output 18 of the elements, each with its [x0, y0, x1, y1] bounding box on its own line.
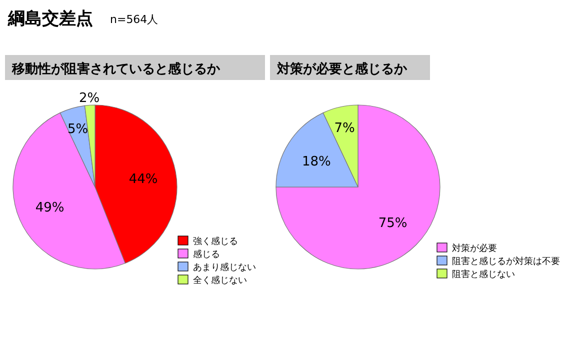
- legend-label: 阻害と感じるが対策は不要: [452, 256, 560, 267]
- data-label: 49%: [35, 200, 64, 216]
- text: 綱島交差点: [7, 9, 93, 29]
- legend-label: 対策が必要: [452, 243, 497, 254]
- data-label: 5%: [68, 122, 88, 137]
- legend-label: 感じる: [193, 249, 220, 260]
- legend-label: 阻害と感じない: [452, 269, 515, 280]
- data-label: 2%: [79, 90, 100, 106]
- text: n=564人: [110, 13, 158, 26]
- data-label: 75%: [378, 216, 408, 231]
- chart-title: 対策が必要と感じるか: [276, 61, 408, 77]
- legend-label: あまり感じない: [193, 262, 256, 273]
- legend-label: 全く感じない: [193, 275, 247, 286]
- chart-title: 移動性が阻害されていると感じるか: [11, 61, 221, 77]
- data-label: 18%: [302, 154, 331, 170]
- data-label: 44%: [128, 172, 158, 187]
- legend-label: 強く感じる: [193, 236, 238, 247]
- data-label: 7%: [334, 120, 355, 136]
